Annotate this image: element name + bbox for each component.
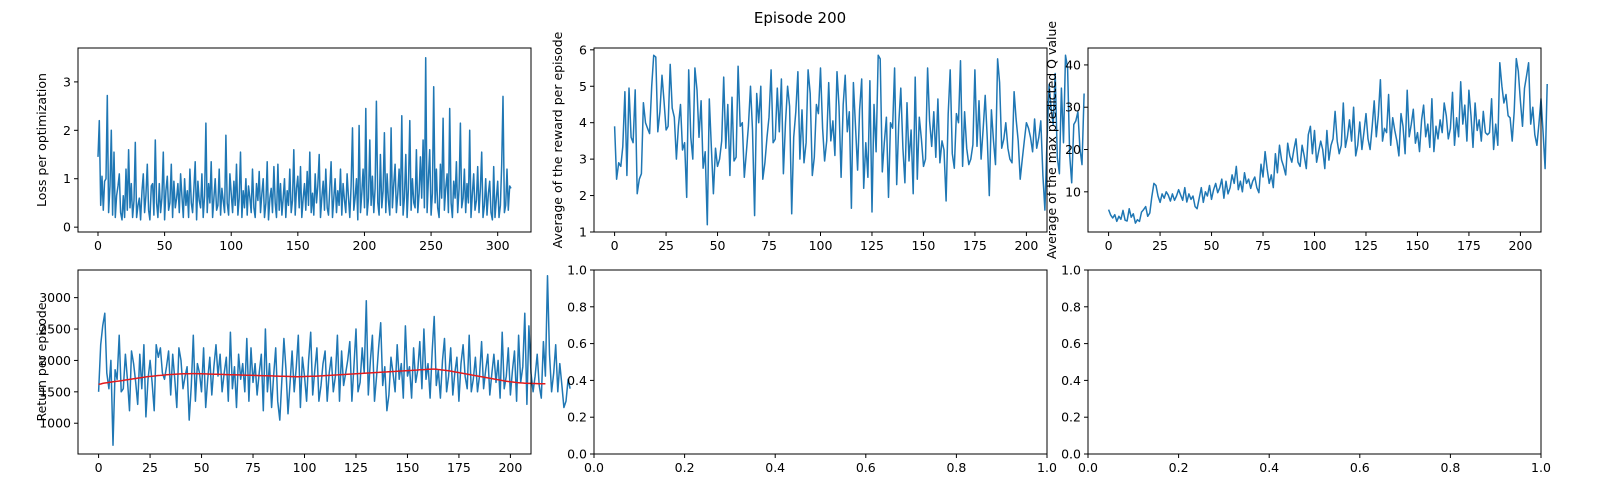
x-tick-label: 50: [1204, 238, 1220, 253]
x-tick-label: 50: [194, 460, 210, 475]
x-tick-label: 50: [157, 238, 173, 253]
x-tick-label: 0.0: [1078, 460, 1098, 475]
x-tick-label: 0.0: [584, 460, 604, 475]
axes-frame: [1087, 269, 1542, 455]
x-tick-label: 250: [419, 238, 443, 253]
x-tick-label: 0.6: [1350, 460, 1370, 475]
x-tick-label: 25: [1152, 238, 1168, 253]
y-tick-label: 30: [1065, 100, 1081, 115]
y-tick-label: 0.2: [1061, 410, 1081, 425]
x-tick-label: 100: [219, 238, 243, 253]
y-tick-label: 0.0: [567, 447, 587, 462]
y-tick-label: 0.8: [567, 299, 587, 314]
y-tick-label: 40: [1065, 57, 1081, 72]
x-tick-label: 0.8: [1440, 460, 1460, 475]
y-tick-label: 1.0: [567, 263, 587, 278]
y-tick-label: 1500: [39, 384, 71, 399]
x-tick-label: 150: [396, 460, 420, 475]
x-tick-label: 0: [94, 238, 102, 253]
x-tick-label: 0.2: [1169, 460, 1189, 475]
y-tick-label: 1: [579, 225, 587, 240]
y-tick-label: 1.0: [1061, 263, 1081, 278]
series-1-line: [97, 274, 571, 446]
y-tick-label: 3: [63, 74, 71, 89]
x-tick-label: 150: [912, 238, 936, 253]
y-tick-label: 1000: [39, 416, 71, 431]
x-tick-label: 175: [963, 238, 987, 253]
x-tick-label: 75: [245, 460, 261, 475]
series-1-line: [1107, 57, 1548, 224]
y-tick-label: 0.4: [1061, 373, 1081, 388]
x-tick-label: 25: [658, 238, 674, 253]
y-tick-label: 5: [579, 79, 587, 94]
x-tick-label: 175: [447, 460, 471, 475]
x-tick-label: 200: [353, 238, 377, 253]
y-tick-label: 0.8: [1061, 299, 1081, 314]
series-1-line: [613, 54, 1085, 226]
y-tick-label: 2500: [39, 322, 71, 337]
series-1-line: [97, 56, 512, 221]
y-tick-label: 2000: [39, 353, 71, 368]
x-tick-label: 0: [1105, 238, 1113, 253]
x-tick-label: 50: [710, 238, 726, 253]
x-tick-label: 300: [486, 238, 510, 253]
x-tick-label: 200: [1014, 238, 1038, 253]
y-tick-label: 0: [63, 220, 71, 235]
x-tick-label: 100: [809, 238, 833, 253]
axes-frame: [77, 269, 532, 455]
x-tick-label: 100: [293, 460, 317, 475]
x-tick-label: 150: [286, 238, 310, 253]
subplot-2: 0 25 50 75 100 125 150 175 200 1 2 3 4 5 6 Average of t…: [550, 31, 1085, 253]
x-tick-label: 0.4: [765, 460, 785, 475]
y-tick-label: 2: [579, 188, 587, 203]
subplot-6: 0.0 0.2 0.4 0.6 0.8 1.0 0.0 0.2 0.4 0.6 0.8 1.0: [1061, 263, 1551, 476]
figure-title: Episode 200: [754, 9, 846, 27]
series-2-line: [98, 368, 546, 386]
y-tick-label: 0.4: [567, 373, 587, 388]
y-axis-label: Average of the max predicted Q value: [1044, 21, 1059, 260]
x-tick-label: 75: [761, 238, 777, 253]
y-tick-label: 0.6: [567, 336, 587, 351]
x-tick-label: 100: [1303, 238, 1327, 253]
axes-frame: [593, 269, 1048, 455]
subplot-4: 0 25 50 75 100 125 150 175 200 1000 1500 2000 2500 30…: [34, 269, 571, 475]
x-tick-label: 125: [344, 460, 368, 475]
x-tick-label: 1.0: [1037, 460, 1057, 475]
y-tick-label: 10: [1065, 184, 1081, 199]
x-tick-label: 0.6: [856, 460, 876, 475]
x-tick-label: 0: [95, 460, 103, 475]
y-tick-label: 3000: [39, 290, 71, 305]
y-axis-label: Return per episode: [34, 302, 49, 421]
x-tick-label: 125: [1354, 238, 1378, 253]
y-tick-label: 0.0: [1061, 447, 1081, 462]
y-tick-label: 20: [1065, 142, 1081, 157]
y-tick-label: 0.2: [567, 410, 587, 425]
x-tick-label: 175: [1457, 238, 1481, 253]
x-tick-label: 1.0: [1531, 460, 1551, 475]
x-tick-label: 25: [142, 460, 158, 475]
x-tick-label: 0.2: [675, 460, 695, 475]
y-tick-label: 1: [63, 171, 71, 186]
x-tick-label: 75: [1255, 238, 1271, 253]
x-tick-label: 150: [1406, 238, 1430, 253]
y-tick-label: 3: [579, 152, 587, 167]
y-axis-label: Loss per optimization: [34, 73, 49, 207]
subplot-3: 0 25 50 75 100 125 150 175 200 10 20 30 40 Average of…: [1044, 21, 1548, 260]
x-tick-label: 200: [1508, 238, 1532, 253]
subplot-1: 0 50 100 150 200 250 300 0 1 2 3 Loss per optimizat…: [34, 47, 532, 253]
x-tick-label: 0.4: [1259, 460, 1279, 475]
x-tick-label: 0.8: [946, 460, 966, 475]
x-tick-label: 0: [611, 238, 619, 253]
y-tick-label: 4: [579, 115, 587, 130]
x-tick-label: 200: [498, 460, 522, 475]
y-tick-label: 2: [63, 123, 71, 138]
x-tick-label: 125: [860, 238, 884, 253]
axes-frame: [77, 47, 532, 233]
y-tick-label: 0.6: [1061, 336, 1081, 351]
subplot-5: 0.0 0.2 0.4 0.6 0.8 1.0 0.0 0.2 0.4 0.6 0.8 1.0: [567, 263, 1057, 476]
y-axis-label: Average of the reward per episode: [550, 31, 565, 248]
y-tick-label: 6: [579, 42, 587, 57]
